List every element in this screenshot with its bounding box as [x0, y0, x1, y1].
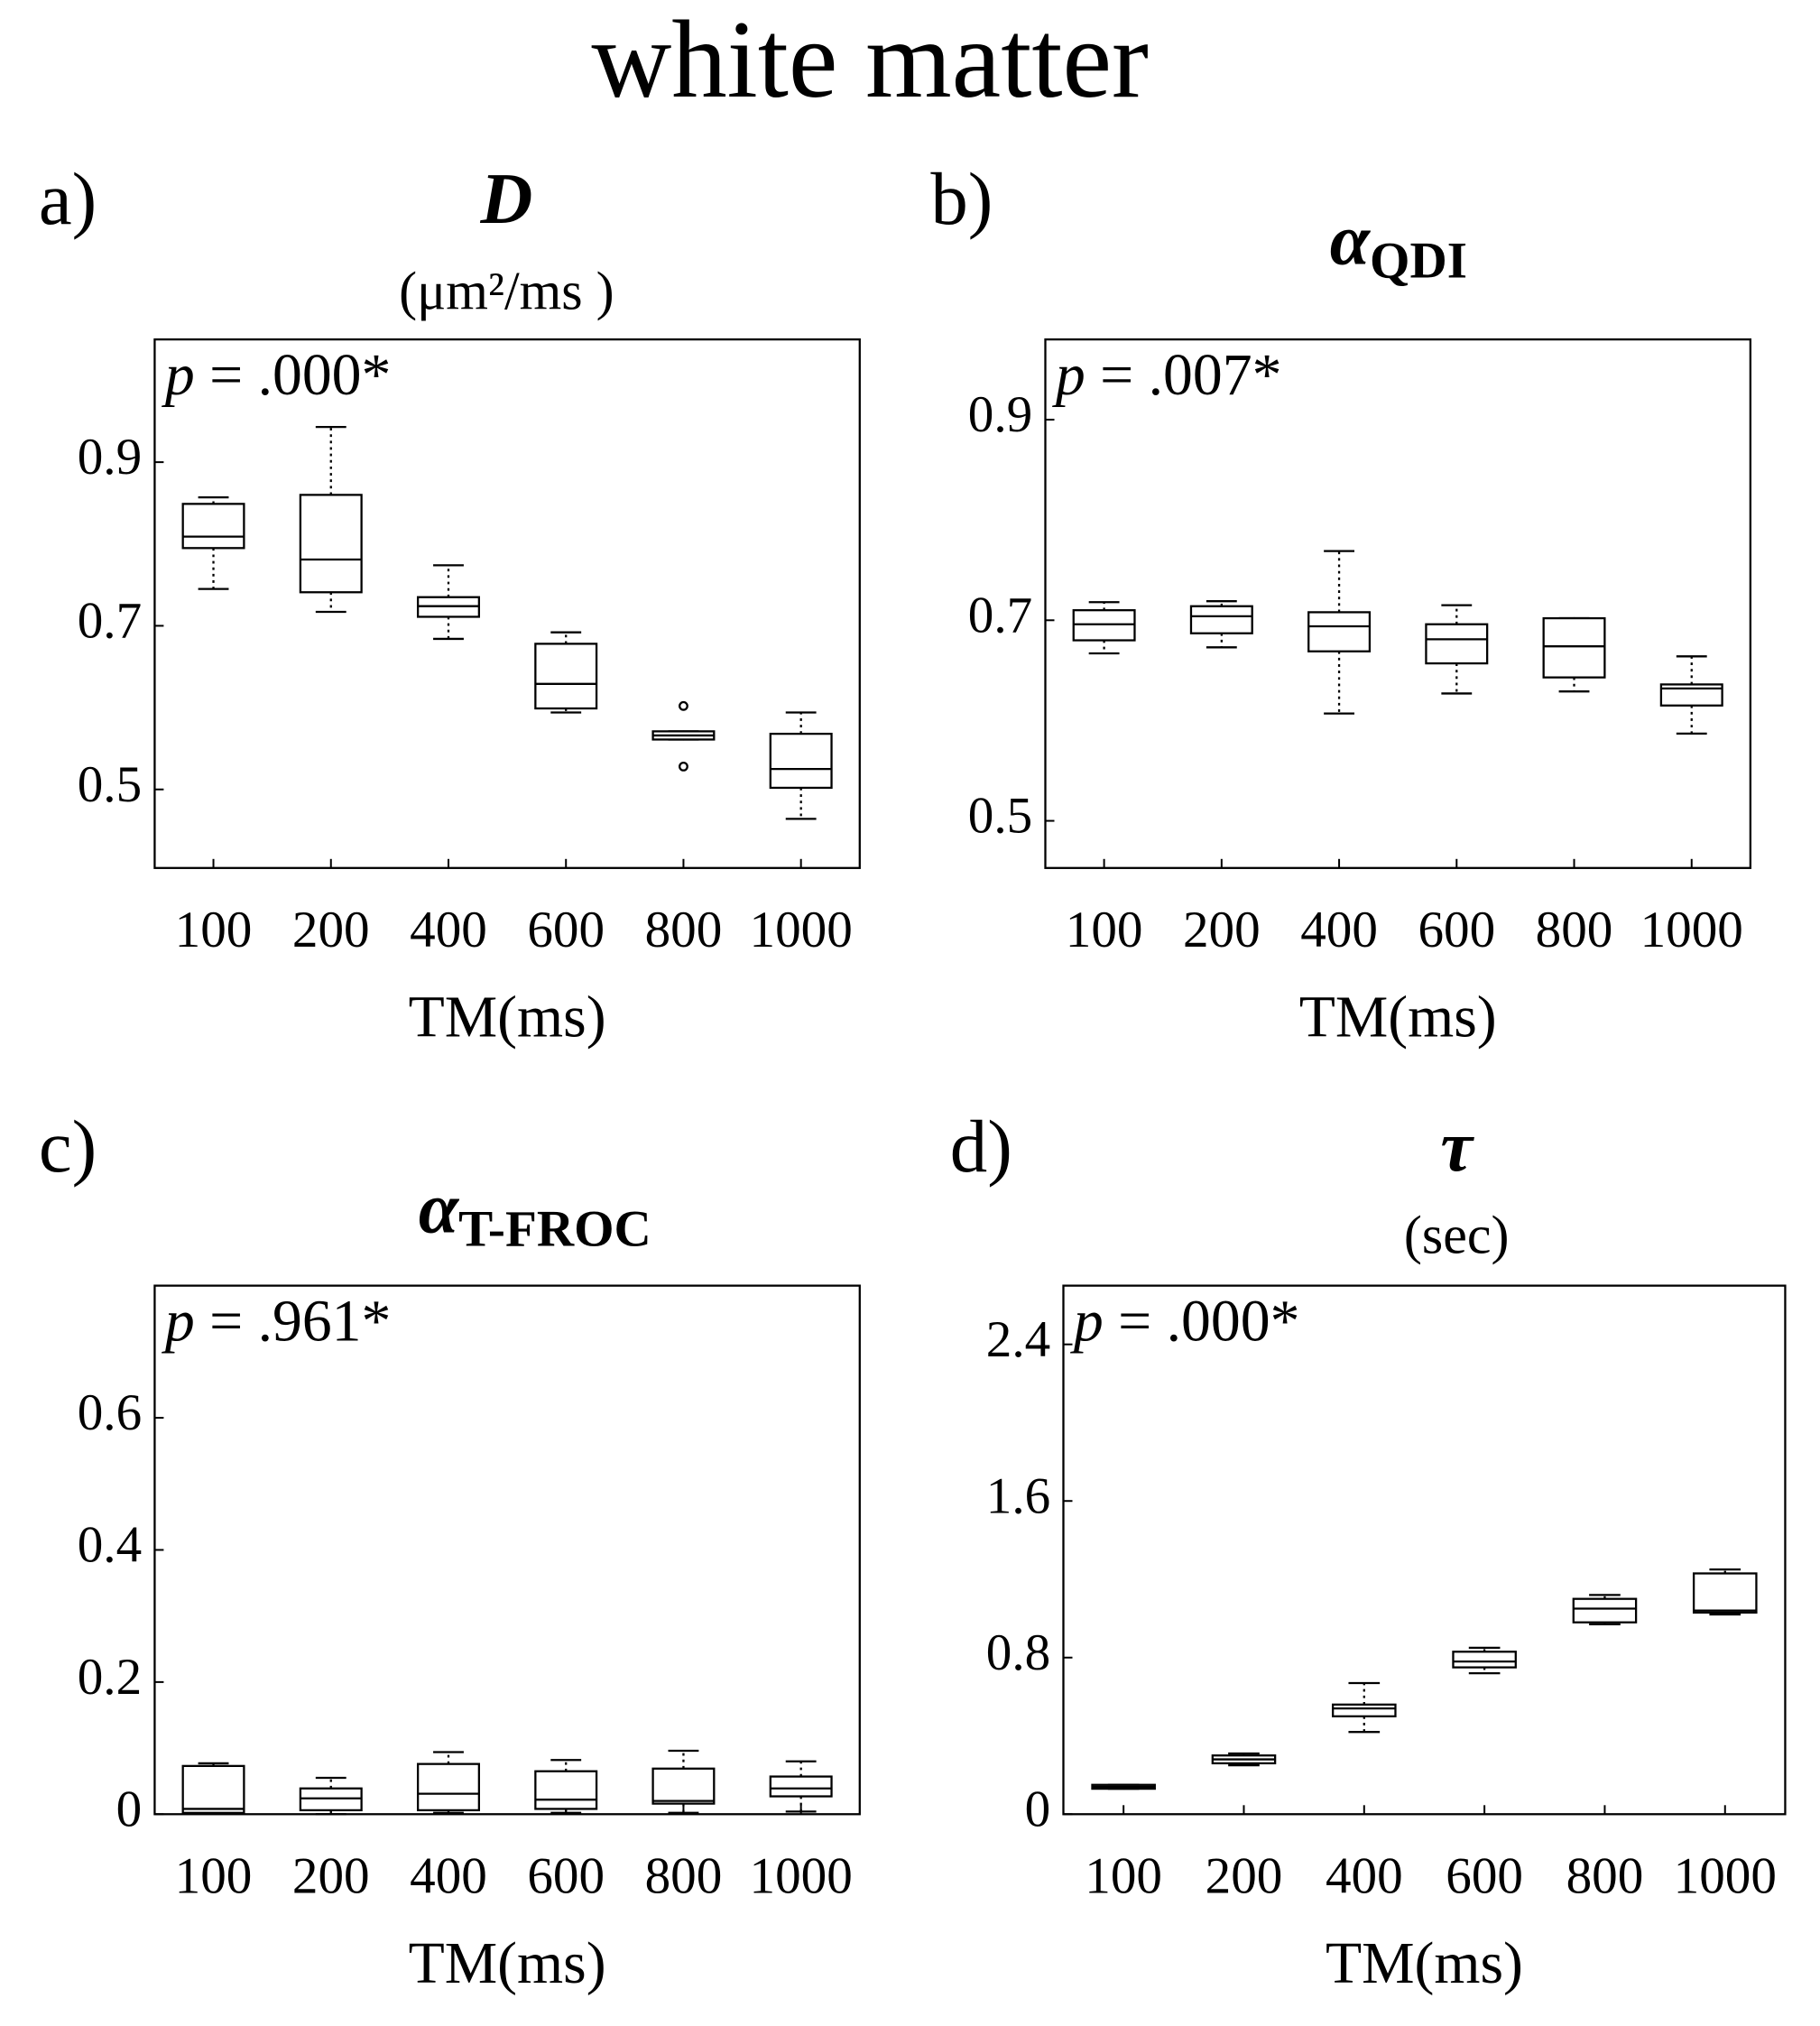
y-tick-label: 0.6 [78, 1384, 142, 1441]
y-tick-label: 0.4 [78, 1517, 142, 1574]
y-tick-label: 1.6 [986, 1467, 1050, 1524]
x-tick-label: 400 [410, 902, 487, 958]
y-tick-label: 0 [116, 1781, 143, 1837]
y-tick-label: 0.8 [986, 1624, 1050, 1681]
panel-title: D [480, 160, 533, 239]
x-tick-label: 600 [527, 902, 605, 958]
y-tick-label: 0.9 [968, 386, 1032, 443]
p-value: p = .000* [162, 342, 392, 408]
y-tick-label: 0.7 [968, 587, 1032, 643]
title-symbol: α [1330, 201, 1372, 281]
x-tick-label: 600 [1418, 902, 1495, 958]
x-tick-label: 100 [175, 902, 253, 958]
box [1572, 1597, 1638, 1624]
outlier [679, 761, 688, 772]
title-subscript: T-FROC [458, 1201, 651, 1258]
panel-label: d) [950, 1105, 1012, 1188]
x-tick-label: 200 [292, 902, 370, 958]
box [769, 732, 833, 790]
x-tick-label: 600 [527, 1848, 605, 1905]
y-tick-label: 0.5 [78, 756, 142, 813]
y-tick-label: 0.5 [968, 788, 1032, 845]
p-symbol: p [1070, 1288, 1104, 1354]
box [181, 1764, 245, 1814]
figure-title: white matter [592, 0, 1149, 121]
panel-subtitle: (μm²/ms ) [399, 262, 614, 321]
p-text: = .000* [1118, 1288, 1299, 1354]
x-tick-label: 400 [1326, 1848, 1403, 1905]
x-tick-label: 800 [1536, 902, 1613, 958]
title-symbol: τ [1440, 1107, 1474, 1187]
x-tick-label: 1000 [1674, 1848, 1777, 1905]
y-tick-label: 0 [1025, 1781, 1051, 1837]
box [1425, 623, 1489, 665]
p-text: = .000* [209, 342, 391, 408]
y-tick-label: 0.7 [78, 593, 142, 650]
box [1331, 1703, 1397, 1717]
box [651, 1767, 716, 1805]
x-axis-label: TM(ms) [409, 984, 606, 1050]
p-value: p = .000* [1070, 1288, 1300, 1354]
p-value: p = .007* [1052, 342, 1282, 408]
title-symbol: D [480, 160, 533, 239]
x-axis-label: TM(ms) [409, 1930, 606, 1996]
box [534, 643, 598, 710]
x-axis-label: TM(ms) [1326, 1930, 1523, 1996]
p-value: p = .961* [162, 1288, 392, 1354]
x-tick-label: 1000 [750, 1848, 853, 1905]
x-tick-label: 200 [292, 1848, 370, 1905]
x-tick-label: 800 [645, 902, 723, 958]
box [534, 1770, 598, 1810]
x-tick-label: 200 [1183, 902, 1261, 958]
x-tick-label: 100 [1066, 902, 1143, 958]
panel-label: b) [930, 157, 993, 240]
panel-subtitle: (sec) [1404, 1205, 1510, 1264]
x-axis-label: TM(ms) [1299, 984, 1497, 1050]
x-tick-label: 400 [410, 1848, 487, 1905]
box [299, 494, 363, 594]
box [1189, 605, 1253, 634]
x-tick-label: 100 [1085, 1848, 1162, 1905]
x-tick-label: 1000 [1640, 902, 1743, 958]
box [416, 1762, 480, 1812]
x-tick-label: 1000 [750, 902, 853, 958]
panel-label: a) [39, 157, 97, 240]
outlier [679, 700, 688, 711]
y-tick-label: 2.4 [986, 1311, 1050, 1368]
panel-label: c) [39, 1105, 97, 1188]
box [1542, 616, 1606, 679]
p-symbol: p [1052, 342, 1086, 408]
x-tick-label: 600 [1446, 1848, 1523, 1905]
p-text: = .007* [1100, 342, 1281, 408]
plot-frame [1062, 1284, 1787, 1816]
p-symbol: p [162, 1288, 195, 1354]
x-tick-label: 400 [1300, 902, 1378, 958]
y-tick-label: 0.9 [78, 429, 142, 486]
plot-frame [1044, 338, 1752, 869]
plot-frame [153, 1284, 861, 1816]
p-text: = .961* [209, 1288, 391, 1354]
box [769, 1775, 833, 1798]
box [1307, 611, 1372, 652]
panel-title: αT-FROC [419, 1170, 651, 1258]
x-tick-label: 800 [645, 1848, 723, 1905]
x-tick-label: 800 [1566, 1848, 1644, 1905]
plot-frame [153, 338, 861, 869]
x-tick-label: 200 [1206, 1848, 1283, 1905]
title-symbol: α [419, 1170, 460, 1249]
title-subscript: QDI [1370, 233, 1467, 290]
panel-title: αQDI [1330, 201, 1467, 290]
box [1452, 1651, 1517, 1669]
panel-title: τ [1440, 1107, 1474, 1187]
box [1659, 683, 1723, 707]
y-tick-label: 0.2 [78, 1649, 142, 1706]
box [1692, 1572, 1758, 1614]
p-symbol: p [162, 342, 195, 408]
box [181, 503, 245, 550]
x-tick-label: 100 [175, 1848, 253, 1905]
